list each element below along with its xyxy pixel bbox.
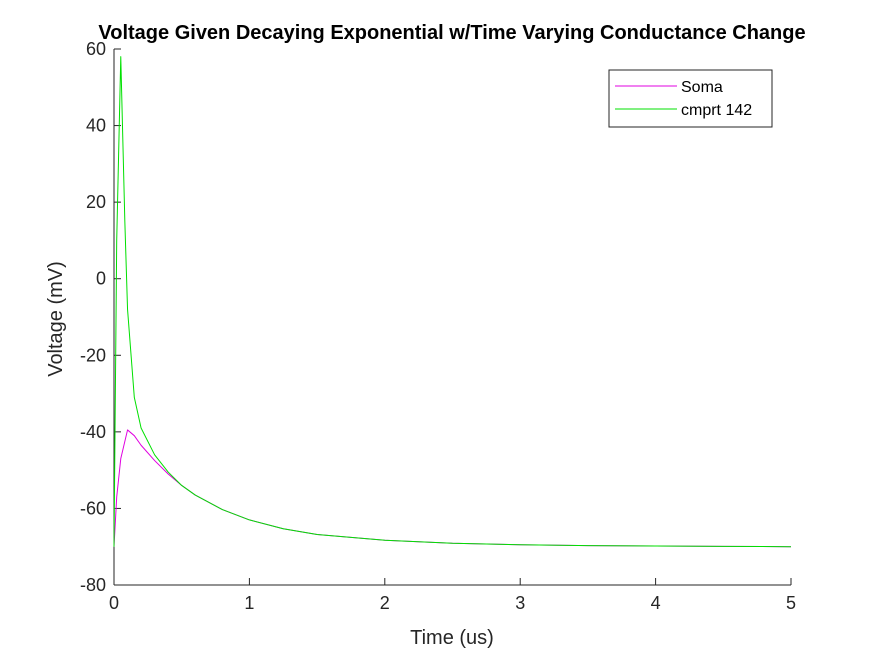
y-tick-label: -60 [80,498,106,518]
series-lines [113,56,792,548]
y-tick-label: 60 [86,39,106,59]
x-tick-label: 3 [515,593,525,613]
plot-background [114,49,791,585]
y-axis-label: Voltage (mV) [45,261,67,377]
x-tick-label: 4 [651,593,661,613]
legend-label: Soma [681,79,723,96]
y-tick-label: -20 [80,345,106,365]
y-tick-label: 0 [96,269,106,289]
y-tick-label: 40 [86,116,106,136]
y-axis-ticks: -80 -60 -40 -20 0 20 40 60 [80,39,121,595]
x-axis-ticks: 0 1 2 3 4 5 [109,578,796,613]
plot-area [113,49,791,586]
legend-label: cmprt 142 [681,102,752,119]
x-tick-label: 1 [244,593,254,613]
x-tick-label: 2 [380,593,390,613]
x-tick-label: 5 [786,593,796,613]
legend: Soma cmprt 142 [608,69,773,128]
series-line-1 [113,56,792,548]
x-axis-label: Time (us) [410,627,494,649]
y-tick-label: -80 [80,575,106,595]
y-tick-label: -40 [80,422,106,442]
chart-title: Voltage Given Decaying Exponential w/Tim… [98,22,805,44]
y-tick-label: 20 [86,192,106,212]
legend-box [608,69,773,128]
x-tick-label: 0 [109,593,119,613]
